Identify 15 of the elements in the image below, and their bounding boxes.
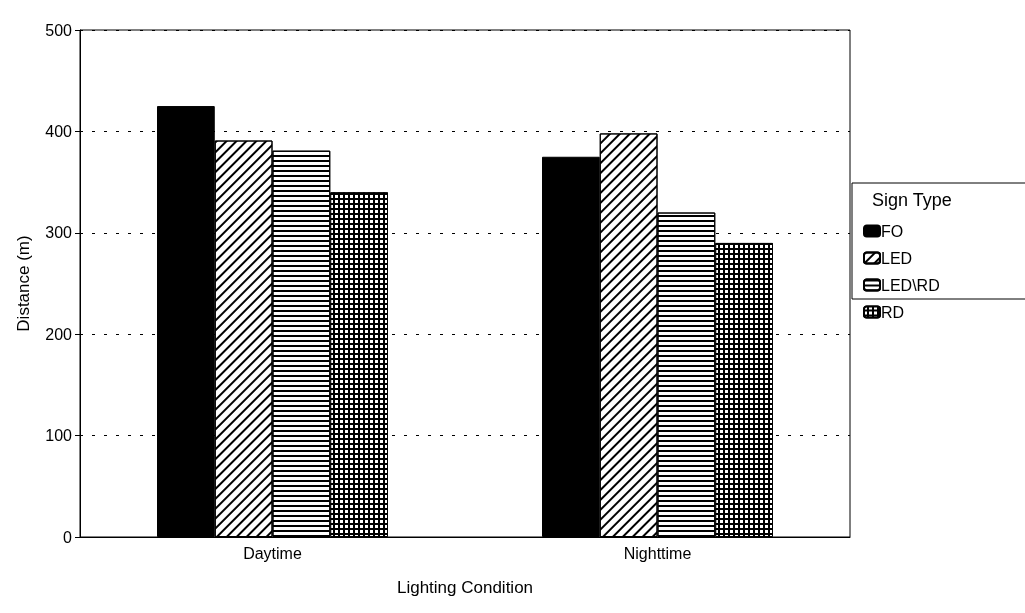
y-tick-label: 400 xyxy=(45,122,73,140)
legend-label: LED xyxy=(881,249,913,267)
legend-label: LED\RD xyxy=(881,276,940,294)
legend-title: Sign Type xyxy=(872,190,952,210)
y-tick-label: 500 xyxy=(45,21,73,39)
x-tick-label: Daytime xyxy=(243,544,302,562)
x-axis-title: Lighting Condition xyxy=(396,578,534,597)
y-tick-label: 100 xyxy=(45,427,73,445)
y-tick-label: 300 xyxy=(45,224,73,242)
legend-label: RD xyxy=(881,303,905,321)
x-tick-label: Nighttime xyxy=(623,544,692,562)
y-tick-label: 200 xyxy=(45,325,73,343)
legend-label: FO xyxy=(881,222,904,240)
y-axis-title: Distance (m) xyxy=(14,235,33,332)
y-tick-label: 0 xyxy=(63,528,73,546)
